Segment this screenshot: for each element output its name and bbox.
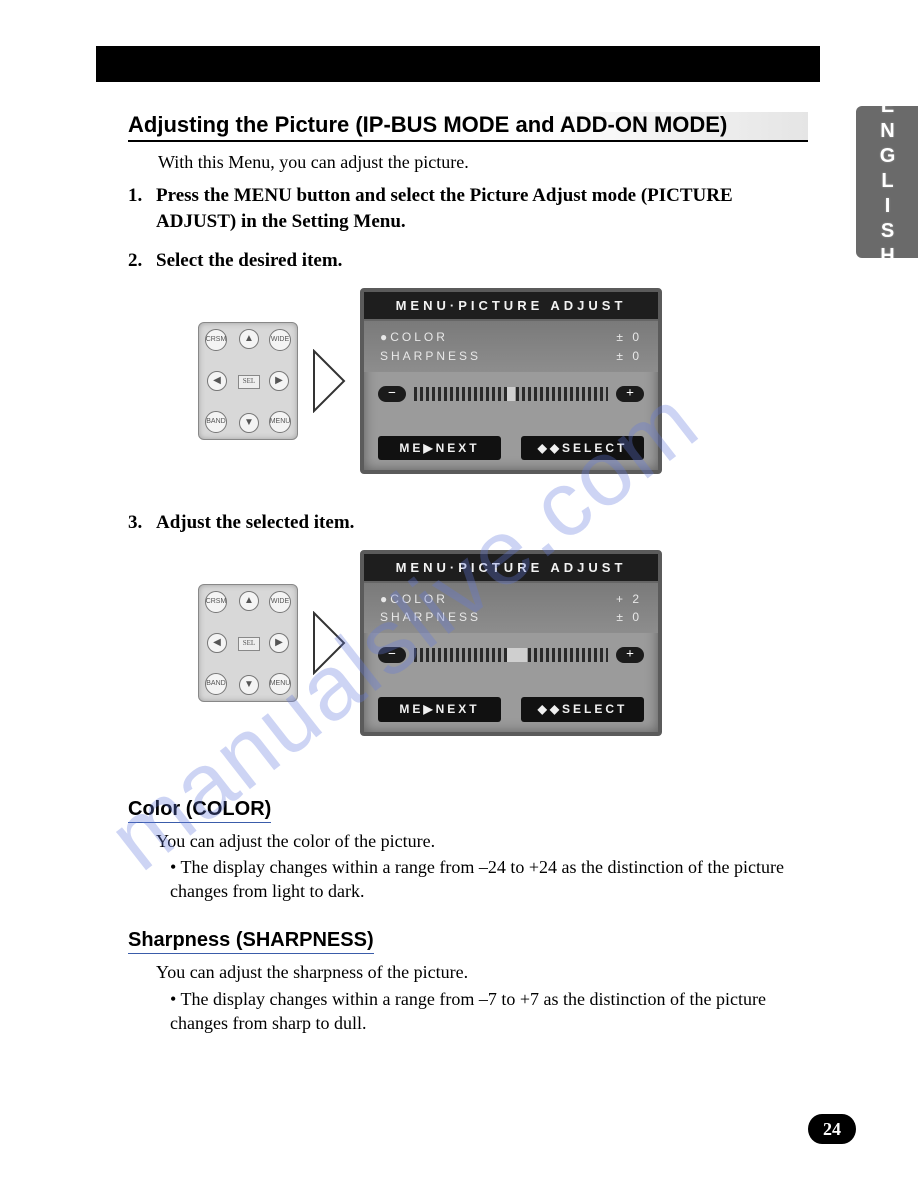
page-content: Adjusting the Picture (IP-BUS MODE and A…: [128, 112, 808, 1035]
top-black-bar: [96, 46, 820, 82]
remote-btn-down: ▼: [239, 413, 259, 433]
subsection-color-title: Color (COLOR): [128, 798, 271, 823]
remote-btn-menu: MENU: [269, 411, 291, 433]
osd-label-sharpness: SHARPNESS: [380, 609, 481, 625]
remote-btn-menu: MENU: [269, 673, 291, 695]
osd-value-color: ± 0: [616, 329, 642, 345]
osd-label-color: ●COLOR: [380, 329, 448, 345]
osd-slider: − +: [378, 386, 644, 402]
arrow-indicator-icon: [312, 611, 346, 675]
subsection-color-lead: You can adjust the color of the picture.: [156, 829, 808, 853]
remote-illustration: CRSM WIDE BAND MENU ▲ ▼ ◀ ▶ SEL: [198, 584, 298, 702]
remote-btn-down: ▼: [239, 675, 259, 695]
slider-fill: [507, 648, 526, 662]
subsection-color-bullet: The display changes within a range from …: [170, 855, 808, 904]
osd-value-sharpness: ± 0: [616, 609, 642, 625]
steps-list: Press the MENU button and select the Pic…: [128, 183, 808, 736]
osd-next-button: ME▶NEXT: [378, 436, 501, 460]
remote-btn-sel: SEL: [238, 375, 260, 389]
step-2: Select the desired item. CRSM WIDE BAND …: [128, 248, 808, 474]
language-tab-label: ENGLISH: [876, 95, 899, 270]
slider-track: [414, 387, 608, 401]
slider-plus-icon: +: [616, 386, 644, 402]
subsection-sharpness-bullet: The display changes within a range from …: [170, 987, 808, 1036]
remote-btn-sel: SEL: [238, 637, 260, 651]
osd-row-color: ●COLOR ± 0: [380, 328, 642, 346]
osd-row-color: ●COLOR + 2: [380, 590, 642, 608]
osd-screen-2: MENU·PICTURE ADJUST ●COLOR + 2 SHARPNESS…: [360, 550, 662, 736]
step-3-text: Adjust the selected item.: [156, 512, 354, 533]
section-intro: With this Menu, you can adjust the pictu…: [158, 152, 808, 173]
osd-row-sharpness: SHARPNESS ± 0: [380, 347, 642, 365]
osd-title: MENU·PICTURE ADJUST: [364, 292, 658, 322]
osd-select-button: ◆◆SELECT: [521, 436, 644, 460]
remote-btn-band: BAND: [205, 411, 227, 433]
step-1: Press the MENU button and select the Pic…: [128, 183, 808, 234]
remote-btn-right: ▶: [269, 633, 289, 653]
figure-step-3: CRSM WIDE BAND MENU ▲ ▼ ◀ ▶ SEL MENU·PIC…: [198, 550, 808, 736]
osd-next-button: ME▶NEXT: [378, 697, 501, 721]
remote-illustration: CRSM WIDE BAND MENU ▲ ▼ ◀ ▶ SEL: [198, 322, 298, 440]
osd-value-color: + 2: [616, 591, 642, 607]
remote-btn-up: ▲: [239, 591, 259, 611]
osd-title: MENU·PICTURE ADJUST: [364, 554, 658, 584]
osd-slider: − +: [378, 647, 644, 663]
section-title: Adjusting the Picture (IP-BUS MODE and A…: [128, 112, 808, 142]
remote-btn-right: ▶: [269, 371, 289, 391]
remote-btn-wide: WIDE: [269, 591, 291, 613]
step-3: Adjust the selected item. CRSM WIDE BAND…: [128, 510, 808, 736]
remote-btn-band: BAND: [205, 673, 227, 695]
osd-value-sharpness: ± 0: [616, 348, 642, 364]
slider-minus-icon: −: [378, 647, 406, 663]
slider-fill: [507, 387, 515, 401]
osd-bottom-buttons: ME▶NEXT ◆◆SELECT: [378, 697, 644, 721]
remote-btn-crsm: CRSM: [205, 329, 227, 351]
osd-label-color: ●COLOR: [380, 591, 448, 607]
subsection-sharpness-title: Sharpness (SHARPNESS): [128, 929, 374, 954]
subsection-sharpness-body: You can adjust the sharpness of the pict…: [156, 960, 808, 1035]
subsection-color-body: You can adjust the color of the picture.…: [156, 829, 808, 904]
osd-row-sharpness: SHARPNESS ± 0: [380, 608, 642, 626]
osd-screen-1: MENU·PICTURE ADJUST ●COLOR ± 0 SHARPNESS…: [360, 288, 662, 474]
slider-minus-icon: −: [378, 386, 406, 402]
remote-btn-left: ◀: [207, 633, 227, 653]
page-number: 24: [808, 1114, 856, 1144]
arrow-indicator-icon: [312, 349, 346, 413]
remote-btn-crsm: CRSM: [205, 591, 227, 613]
language-tab: ENGLISH: [856, 106, 918, 258]
slider-plus-icon: +: [616, 647, 644, 663]
remote-btn-left: ◀: [207, 371, 227, 391]
osd-bottom-buttons: ME▶NEXT ◆◆SELECT: [378, 436, 644, 460]
figure-step-2: CRSM WIDE BAND MENU ▲ ▼ ◀ ▶ SEL MENU·PIC…: [198, 288, 808, 474]
slider-track: [414, 648, 608, 662]
osd-items: ●COLOR + 2 SHARPNESS ± 0: [364, 583, 658, 633]
remote-btn-up: ▲: [239, 329, 259, 349]
osd-items: ●COLOR ± 0 SHARPNESS ± 0: [364, 321, 658, 371]
osd-label-sharpness: SHARPNESS: [380, 348, 481, 364]
remote-btn-wide: WIDE: [269, 329, 291, 351]
step-2-text: Select the desired item.: [156, 250, 342, 271]
subsection-sharpness-lead: You can adjust the sharpness of the pict…: [156, 960, 808, 984]
osd-select-button: ◆◆SELECT: [521, 697, 644, 721]
